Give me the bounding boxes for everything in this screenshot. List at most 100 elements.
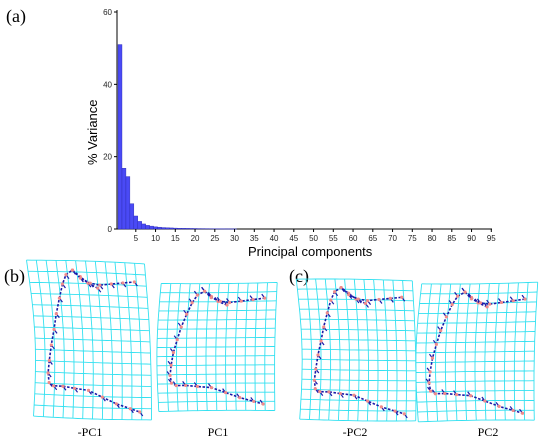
- landmark-point: [47, 380, 51, 385]
- grid-line-v: [114, 262, 123, 420]
- landmark-point: [499, 300, 504, 305]
- grid-line-h: [418, 419, 535, 423]
- x-tick-label: 60: [349, 234, 358, 243]
- landmark-point: [47, 358, 51, 363]
- grid-line-v: [166, 283, 172, 412]
- landmark-point: [520, 411, 525, 415]
- landmark-point: [469, 394, 473, 398]
- landmark-point: [356, 297, 360, 301]
- landmark-point: [327, 390, 331, 394]
- grid-line-v: [402, 280, 407, 421]
- grid-line-v: [185, 283, 191, 411]
- grid-line-v: [344, 279, 350, 421]
- grid-line-v: [195, 283, 201, 411]
- landmark-point: [168, 373, 172, 378]
- grid-line-v: [26, 260, 36, 417]
- landmark-point: [454, 393, 459, 397]
- y-tick-label: 40: [103, 80, 112, 89]
- shape-outline: [47, 269, 140, 413]
- grid-line-v: [124, 262, 133, 420]
- landmark-point: [463, 290, 467, 294]
- grid-line-v: [305, 279, 313, 420]
- landmark-point: [365, 299, 370, 303]
- grid-line-v: [104, 261, 114, 420]
- x-tick-label: 45: [289, 234, 298, 243]
- landmark-point: [400, 295, 404, 299]
- bar-pc-13: [165, 227, 170, 230]
- landmark-point: [456, 294, 460, 298]
- landmark-point: [485, 305, 489, 309]
- landmark-point: [70, 268, 75, 272]
- landmark-point: [218, 299, 222, 303]
- landmark-point: [239, 299, 243, 303]
- shape-caption: PC2: [478, 425, 499, 439]
- landmark-point: [430, 356, 435, 360]
- x-tick-label: 35: [250, 234, 259, 243]
- bar-pc-7: [141, 223, 146, 230]
- x-tick-label: 55: [329, 234, 338, 243]
- grid-line-v: [65, 260, 75, 419]
- landmark-point: [171, 350, 176, 355]
- landmark-point: [434, 342, 439, 346]
- y-ticks: 0 20 40 60: [103, 8, 117, 234]
- grid-line-v: [205, 283, 210, 411]
- landmark-point: [511, 299, 515, 303]
- bar-pc-18: [184, 228, 190, 230]
- landmark-point: [363, 301, 368, 306]
- landmark-point: [138, 410, 142, 414]
- grid-line-v: [234, 283, 239, 411]
- landmark-point: [128, 407, 132, 411]
- grid-line-h: [158, 409, 275, 412]
- grid-line-v: [244, 283, 249, 411]
- landmark-point: [238, 396, 242, 400]
- landmark-point: [347, 293, 351, 297]
- grid-line-v: [75, 260, 85, 419]
- landmark-point: [96, 286, 100, 290]
- bar-pc-1: [117, 44, 123, 230]
- landmark-point: [52, 327, 56, 331]
- grid-line-v: [254, 282, 259, 411]
- panel-label-c: (c): [289, 266, 309, 287]
- y-axis-title: % Variance: [85, 99, 100, 165]
- grid-line-v: [176, 283, 181, 412]
- grid-line-v: [444, 283, 452, 421]
- shape-panel-2: PC1: [156, 282, 278, 439]
- landmark-point: [428, 389, 433, 393]
- landmark-point: [316, 353, 320, 357]
- landmark-point: [109, 282, 113, 286]
- shape-caption: -PC2: [343, 425, 368, 439]
- landmark-point: [314, 367, 318, 371]
- landmark-point: [185, 312, 189, 316]
- landmark-point: [88, 281, 92, 285]
- landmark-point: [86, 388, 91, 393]
- landmark-point: [100, 395, 104, 399]
- landmark-point: [478, 301, 483, 305]
- grid-line-v: [454, 283, 461, 421]
- x-tick-label: 80: [428, 234, 437, 243]
- landmark-point: [72, 386, 77, 390]
- x-tick-label: 50: [309, 234, 318, 243]
- x-tick-label: 40: [270, 234, 279, 243]
- bar-pc-6: [137, 221, 142, 230]
- x-tick-label: 85: [447, 234, 456, 243]
- grid-line-v: [315, 278, 322, 420]
- landmark-point: [319, 339, 323, 343]
- x-axis-title: Principal components: [248, 244, 373, 259]
- landmark-point: [318, 390, 322, 394]
- landmark-point: [338, 391, 342, 396]
- grid-line-v: [134, 263, 143, 420]
- landmark-point: [132, 280, 136, 284]
- landmark-point: [329, 298, 333, 302]
- landmark-point: [251, 297, 255, 302]
- bar-pc-14: [169, 227, 174, 230]
- grid-line-v: [464, 283, 471, 421]
- grid-line-v: [35, 260, 46, 417]
- bar-pc-11: [157, 226, 162, 230]
- grid-line-v: [523, 282, 529, 421]
- bar-pc-20: [192, 228, 198, 230]
- panel-label-b: (b): [4, 266, 25, 287]
- grid-line-v: [55, 260, 65, 418]
- landmark-point: [469, 297, 473, 301]
- shape-panel-1: -PC1: [26, 259, 152, 439]
